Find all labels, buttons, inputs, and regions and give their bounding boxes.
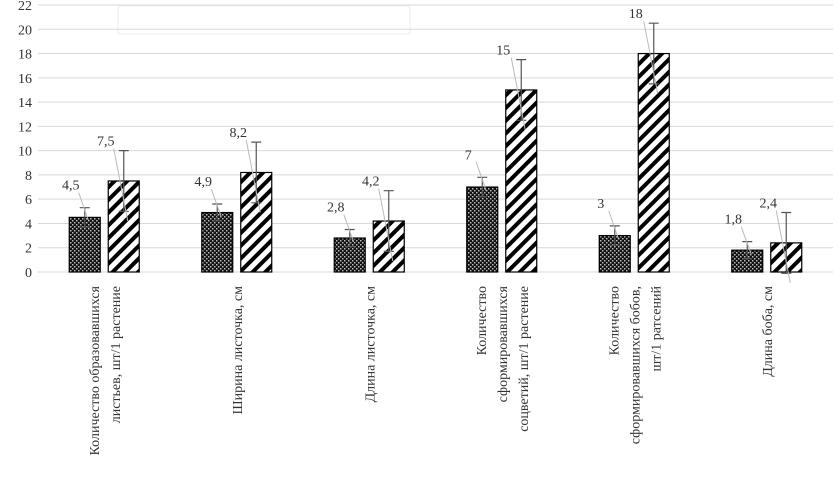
data-label: 7,5 [97,135,115,150]
x-tick-label: Длина боба, см [761,286,776,377]
label-leader [643,21,659,94]
y-tick-label: 8 [25,169,32,184]
x-tick-label: Количество сформировавшихся бобов, шт/1 ра… [607,286,664,445]
data-label: 3 [597,197,604,212]
label-leader [343,214,355,243]
y-tick-label: 14 [18,96,32,111]
y-tick-label: 4 [25,217,32,232]
data-label: 4,5 [62,179,80,194]
data-label: 7 [465,148,472,163]
x-tick-label: Количество образовавшихся листьев, шт/1 р… [88,285,124,455]
label-leader [608,210,620,240]
y-tick-label: 10 [18,145,32,160]
y-tick-label: 0 [25,266,32,281]
data-label: 1,8 [725,213,743,228]
label-leader [245,140,261,213]
data-label: 8,2 [230,126,248,141]
y-tick-label: 6 [25,193,32,208]
data-label: 2,8 [327,201,345,216]
y-tick-label: 18 [18,48,32,63]
label-leader [378,188,394,262]
data-label: 18 [629,7,643,22]
label-leader [740,226,752,255]
y-tick-label: 16 [18,72,32,87]
data-label: 4,9 [195,175,213,190]
bar [637,52,670,273]
y-tick-label: 12 [18,120,32,135]
label-leader [78,192,90,222]
x-tick-label: Ширина листочка, см [231,286,246,415]
data-label: 2,4 [760,197,778,212]
label-leader [210,188,222,217]
label-leader [113,148,129,222]
data-label: 15 [496,44,510,59]
bar [201,211,234,273]
bar [466,186,499,273]
data-label: 4,2 [362,175,380,190]
y-tick-label: 2 [25,242,32,257]
legend-box [117,5,411,35]
y-tick-label: 20 [18,23,32,38]
y-tick-label: 22 [18,0,32,14]
label-leader [775,210,791,283]
label-leader [510,57,526,131]
x-tick-label: Количество сформировавшихся соцветий, шт/1… [475,285,532,431]
label-leader [475,162,487,192]
x-tick-label: Длина листочка, см [363,286,378,403]
